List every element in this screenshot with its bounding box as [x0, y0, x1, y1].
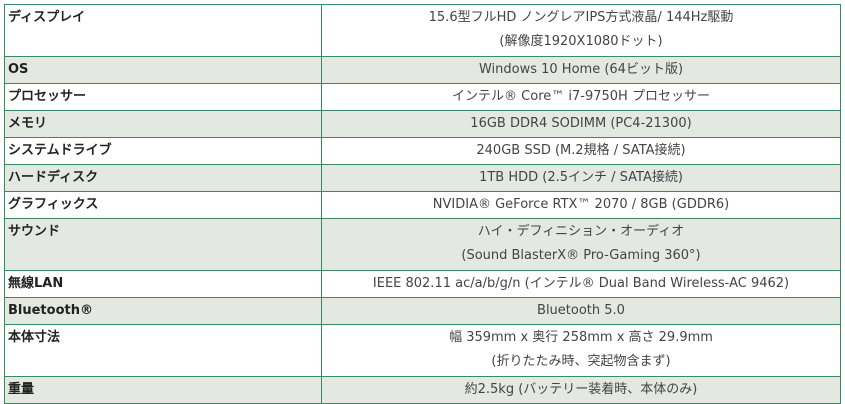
- spec-value: 1TB HDD (2.5インチ / SATA接続): [321, 164, 841, 192]
- spec-row: グラフィックス NVIDIA® GeForce RTX™ 2070 / 8GB (…: [4, 191, 841, 219]
- spec-label: プロセッサー: [4, 83, 322, 111]
- spec-value: ハイ・デフィニション・オーディオ (Sound BlasterX® Pro-Gam…: [321, 218, 841, 271]
- spec-value: 幅 359mm x 奥行 258mm x 高さ 29.9mm (折りたたみ時、突起…: [321, 324, 841, 377]
- spec-value: Bluetooth 5.0: [321, 297, 841, 325]
- spec-label: OS: [4, 56, 322, 84]
- spec-row: プロセッサー インテル® Core™ i7-9750H プロセッサー: [4, 83, 841, 111]
- spec-label: ディスプレイ: [4, 4, 322, 57]
- spec-value-line: 15.6型フルHD ノングレアIPS方式液晶/ 144Hz駆動: [428, 10, 734, 25]
- spec-value: 16GB DDR4 SODIMM (PC4-21300): [321, 110, 841, 138]
- spec-value: IEEE 802.11 ac/a/b/g/n (インテル® Dual Band …: [321, 270, 841, 298]
- spec-label: ハードディスク: [4, 164, 322, 192]
- spec-row: 無線LAN IEEE 802.11 ac/a/b/g/n (インテル® Dual …: [4, 270, 841, 298]
- spec-value: 約2.5kg (バッテリー装着時、本体のみ): [321, 376, 841, 404]
- spec-value-line: 幅 359mm x 奥行 258mm x 高さ 29.9mm: [449, 330, 713, 345]
- spec-value: NVIDIA® GeForce RTX™ 2070 / 8GB (GDDR6): [321, 191, 841, 219]
- spec-row: メモリ 16GB DDR4 SODIMM (PC4-21300): [4, 110, 841, 138]
- spec-value-line: Bluetooth 5.0: [537, 303, 625, 318]
- spec-row: サウンド ハイ・デフィニション・オーディオ (Sound BlasterX® Pro…: [4, 218, 841, 271]
- spec-value: 15.6型フルHD ノングレアIPS方式液晶/ 144Hz駆動 (解像度1920X…: [321, 4, 841, 57]
- spec-row: Bluetooth® Bluetooth 5.0: [4, 297, 841, 325]
- spec-value-line: (Sound BlasterX® Pro-Gaming 360°): [461, 248, 701, 263]
- spec-label: システムドライブ: [4, 137, 322, 165]
- spec-row: OS Windows 10 Home (64ビット版): [4, 56, 841, 84]
- spec-value-line: NVIDIA® GeForce RTX™ 2070 / 8GB (GDDR6): [432, 197, 730, 212]
- spec-row: 重量 約2.5kg (バッテリー装着時、本体のみ): [4, 376, 841, 404]
- spec-value: 240GB SSD (M.2規格 / SATA接続): [321, 137, 841, 165]
- spec-value: Windows 10 Home (64ビット版): [321, 56, 841, 84]
- spec-row: 本体寸法 幅 359mm x 奥行 258mm x 高さ 29.9mm (折りたたみ…: [4, 324, 841, 377]
- spec-value-line: 16GB DDR4 SODIMM (PC4-21300): [470, 116, 692, 131]
- spec-value-line: 約2.5kg (バッテリー装着時、本体のみ): [464, 382, 698, 397]
- spec-value: インテル® Core™ i7-9750H プロセッサー: [321, 83, 841, 111]
- spec-label: メモリ: [4, 110, 322, 138]
- spec-table: ディスプレイ 15.6型フルHD ノングレアIPS方式液晶/ 144Hz駆動 (解像…: [4, 4, 841, 404]
- spec-label: グラフィックス: [4, 191, 322, 219]
- spec-value-line: ハイ・デフィニション・オーディオ: [477, 224, 685, 239]
- spec-value-line: (折りたたみ時、突起物含まず): [491, 354, 671, 369]
- spec-value-line: IEEE 802.11 ac/a/b/g/n (インテル® Dual Band …: [372, 276, 790, 291]
- spec-row: ハードディスク 1TB HDD (2.5インチ / SATA接続): [4, 164, 841, 192]
- spec-value-line: Windows 10 Home (64ビット版): [478, 62, 684, 77]
- spec-row: システムドライブ 240GB SSD (M.2規格 / SATA接続): [4, 137, 841, 165]
- spec-value-line: 1TB HDD (2.5インチ / SATA接続): [479, 170, 683, 185]
- spec-label: 無線LAN: [4, 270, 322, 298]
- spec-value-line: インテル® Core™ i7-9750H プロセッサー: [452, 89, 710, 104]
- spec-value-line: 240GB SSD (M.2規格 / SATA接続): [476, 143, 686, 158]
- spec-value-line: (解像度1920X1080ドット): [499, 34, 663, 49]
- spec-label: サウンド: [4, 218, 322, 271]
- spec-label: 重量: [4, 376, 322, 404]
- spec-label: Bluetooth®: [4, 297, 322, 325]
- spec-label: 本体寸法: [4, 324, 322, 377]
- spec-row: ディスプレイ 15.6型フルHD ノングレアIPS方式液晶/ 144Hz駆動 (解像…: [4, 4, 841, 57]
